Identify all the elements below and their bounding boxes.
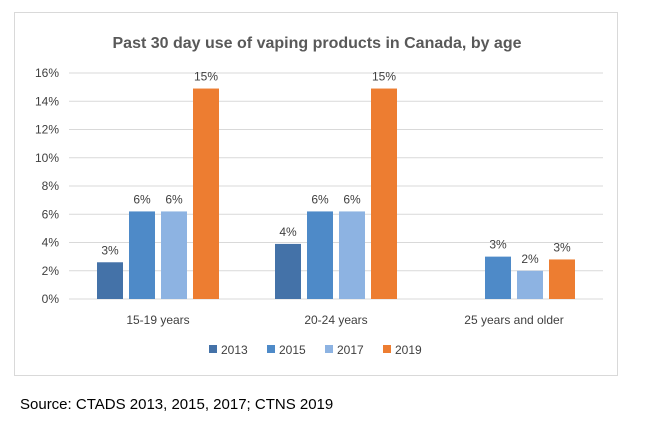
y-tick-label: 16%: [35, 66, 59, 80]
y-tick-label: 12%: [35, 123, 59, 137]
bar-chart: Past 30 day use of vaping products in Ca…: [35, 35, 603, 357]
data-label-2019-1: 15%: [372, 70, 396, 84]
bar-2017-2: [517, 270, 543, 299]
data-label-2017-0: 6%: [165, 192, 183, 206]
bar-2019-1: [371, 88, 397, 299]
legend-swatch-2013: [209, 345, 217, 353]
y-tick-label: 4%: [42, 236, 60, 250]
y-tick-label: 6%: [42, 207, 60, 221]
chart-title: Past 30 day use of vaping products in Ca…: [113, 35, 522, 52]
bar-2015-1: [307, 211, 333, 299]
gridlines: [69, 72, 603, 300]
legend-swatch-2019: [383, 345, 391, 353]
legend-swatch-2015: [267, 345, 275, 353]
data-label-2017-1: 6%: [343, 192, 361, 206]
chart-frame: Past 30 day use of vaping products in Ca…: [14, 12, 618, 376]
legend-swatch-2017: [325, 345, 333, 353]
bar-2015-2: [485, 256, 511, 299]
data-label-2015-0: 6%: [133, 192, 151, 206]
data-label-2015-1: 6%: [311, 192, 329, 206]
bar-2017-0: [161, 211, 187, 299]
y-tick-label: 0%: [42, 292, 60, 306]
y-axis-tick-labels: 0% 2% 4% 6% 8% 10% 12% 14% 16%: [35, 66, 59, 306]
bar-2013-1: [275, 243, 301, 299]
bar-2017-1: [339, 211, 365, 299]
y-tick-label: 8%: [42, 179, 60, 193]
data-label-2019-0: 15%: [194, 70, 218, 84]
x-axis-category-labels: 15-19 years 20-24 years 25 years and older: [126, 313, 563, 327]
legend-label-2013: 2013: [221, 343, 248, 357]
legend-label-2017: 2017: [337, 343, 364, 357]
legend: 2013 2015 2017 2019: [209, 343, 422, 357]
category-label: 25 years and older: [464, 313, 563, 327]
bar-2019-0: [193, 88, 219, 299]
bar-2019-2: [549, 259, 575, 299]
category-label: 20-24 years: [304, 313, 367, 327]
bars: [97, 88, 575, 299]
data-labels: 3% 6% 6% 15% 4% 6% 6% 15% 3% 2% 3%: [101, 70, 571, 266]
y-tick-label: 10%: [35, 151, 59, 165]
y-tick-label: 2%: [42, 264, 60, 278]
data-label-2013-1: 4%: [279, 225, 297, 239]
data-label-2017-2: 2%: [521, 252, 539, 266]
category-label: 15-19 years: [126, 313, 189, 327]
bar-2013-0: [97, 262, 123, 299]
source-note: Source: CTADS 2013, 2015, 2017; CTNS 201…: [20, 396, 334, 413]
bar-2015-0: [129, 211, 155, 299]
data-label-2015-2: 3%: [489, 238, 507, 252]
y-tick-label: 14%: [35, 94, 59, 108]
data-label-2019-2: 3%: [553, 240, 571, 254]
legend-label-2015: 2015: [279, 343, 306, 357]
data-label-2013-0: 3%: [101, 243, 119, 257]
legend-label-2019: 2019: [395, 343, 422, 357]
